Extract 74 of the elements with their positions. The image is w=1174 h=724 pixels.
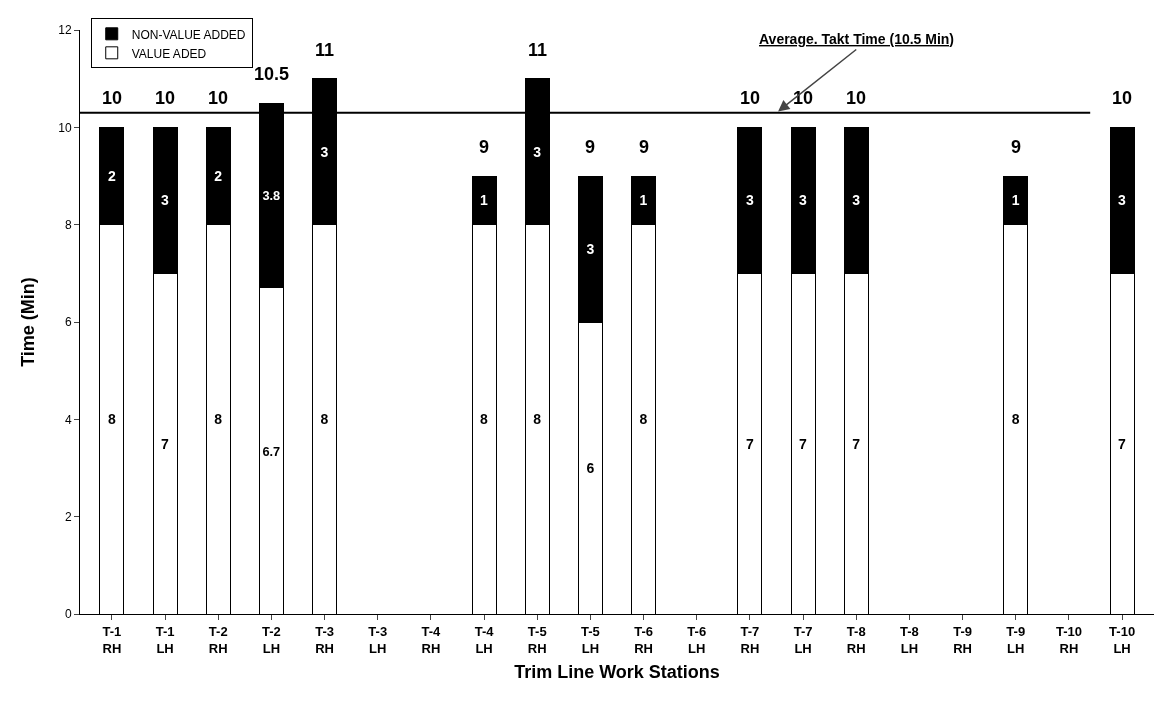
x-tick-label: T-2 LH (262, 623, 281, 656)
x-tick-label: T-4 RH (421, 623, 442, 656)
total-label: 9 (639, 137, 650, 157)
total-label: 11 (315, 40, 335, 60)
x-tick-label: T-3 LH (368, 623, 388, 656)
ref-line-label: Average. Takt Time (10.5 Min) (759, 31, 955, 47)
y-tick-label: 10 (58, 120, 72, 135)
total-label: 10.5 (254, 64, 290, 84)
x-tick-label: T-7 LH (793, 623, 813, 656)
total-label: 11 (528, 40, 548, 60)
data-label: 8 (533, 411, 542, 428)
total-label: 10 (155, 88, 176, 108)
legend-label: VALUE ADED (131, 46, 207, 61)
data-label: 7 (799, 435, 808, 452)
total-label: 9 (479, 137, 490, 157)
total-label: 10 (102, 88, 123, 108)
x-tick-label: T-2 RH (208, 623, 228, 656)
data-label: 3 (586, 241, 595, 257)
data-label: 7 (745, 435, 754, 452)
x-tick-label: T-3 RH (315, 623, 334, 656)
data-label: 3 (320, 143, 329, 160)
data-label: 3 (852, 192, 861, 209)
total-label: 9 (585, 137, 596, 157)
data-label: 3.8 (262, 188, 281, 204)
y-tick-label: 4 (64, 412, 72, 427)
data-label: 7 (852, 435, 861, 452)
data-label: 8 (1011, 411, 1020, 428)
x-tick-label: T-1 LH (155, 623, 175, 656)
data-label: 8 (107, 411, 116, 428)
total-label: 10 (208, 88, 229, 108)
x-tick-label: T-1 RH (102, 623, 122, 656)
x-tick-label: T-10 LH (1109, 623, 1136, 656)
y-tick-label: 12 (58, 23, 72, 38)
data-label: 6 (586, 460, 595, 476)
x-tick-label: T-5 LH (581, 623, 600, 656)
y-tick-label: 6 (64, 315, 72, 330)
data-label: 3 (745, 192, 754, 209)
y-tick-label: 0 (64, 607, 72, 622)
total-label: 10 (793, 88, 814, 108)
total-label: 10 (846, 88, 867, 108)
total-label: 10 (740, 88, 761, 108)
data-label: 3 (161, 192, 170, 209)
data-label: 8 (639, 411, 648, 428)
x-tick-label: T-9 RH (953, 623, 972, 656)
total-label: 9 (1011, 137, 1022, 157)
data-label: 6.7 (262, 443, 281, 459)
x-tick-label: T-8 LH (900, 623, 919, 656)
data-label: 7 (1118, 435, 1127, 452)
data-label: 8 (480, 411, 489, 428)
x-tick-label: T-10 RH (1055, 623, 1082, 656)
x-tick-label: T-7 RH (740, 623, 760, 656)
y-axis-title: Time (Min) (18, 277, 38, 367)
data-label: 1 (480, 192, 489, 209)
x-axis-title: Trim Line Work Stations (514, 662, 720, 682)
y-tick-label: 8 (64, 217, 72, 232)
data-label: 7 (161, 435, 170, 452)
data-label: 8 (214, 411, 223, 428)
data-label: 1 (639, 192, 648, 209)
data-label: 8 (320, 411, 329, 428)
x-tick-label: T-4 LH (474, 623, 495, 656)
x-tick-label: T-6 LH (687, 623, 707, 656)
data-label: 3 (1118, 192, 1127, 209)
total-label: 10 (1112, 88, 1133, 108)
data-label: 2 (214, 168, 223, 184)
data-label: 2 (107, 168, 116, 184)
x-tick-label: T-9 LH (1006, 623, 1026, 656)
x-tick-label: T-6 RH (634, 623, 653, 656)
legend-label: NON-VALUE ADDED (131, 27, 246, 42)
x-tick-label: T-8 RH (846, 623, 866, 656)
data-label: 3 (799, 192, 808, 209)
x-tick-label: T-5 RH (527, 623, 547, 656)
data-label: 3 (533, 143, 542, 160)
data-label: 1 (1011, 192, 1020, 209)
y-tick-label: 2 (64, 509, 72, 524)
